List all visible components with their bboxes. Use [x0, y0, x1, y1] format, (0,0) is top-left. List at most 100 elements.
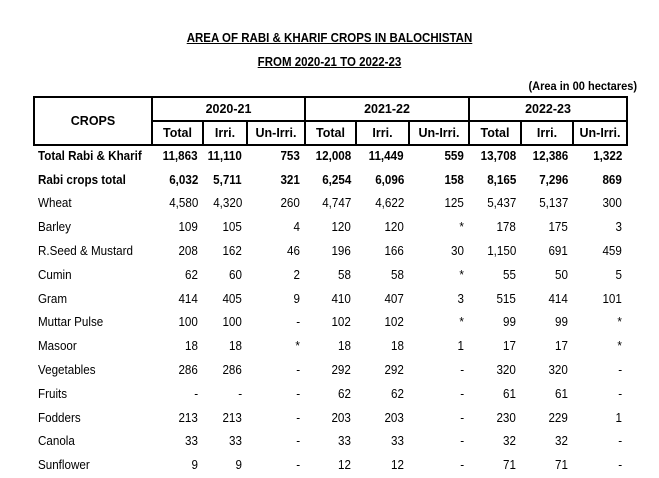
value-cell: 6,032 [168, 172, 198, 187]
value-cell: 4,747 [321, 196, 351, 211]
subheader-cell: Irri. [520, 120, 574, 146]
value-cell: 109 [178, 220, 198, 235]
table-row: Fodders 213 213 - 203 203 - 230 229 1 [33, 406, 626, 430]
value-cell: 414 [178, 291, 198, 306]
value-cell: 515 [496, 291, 516, 306]
value-cell: 102 [331, 315, 351, 330]
table-row: Barley 109 105 4 120 120 * 178 175 3 [33, 215, 626, 239]
value-cell: 6,254 [321, 172, 351, 187]
value-cell: 203 [331, 410, 351, 425]
subheader-cell: Total [151, 120, 204, 146]
value-cell: * [295, 339, 300, 354]
value-cell: 32 [555, 434, 568, 449]
value-cell: 292 [384, 363, 404, 378]
value-cell: 60 [229, 267, 242, 282]
value-cell: - [460, 386, 464, 401]
value-cell: 8,165 [486, 172, 516, 187]
crop-name: Fodders [38, 410, 81, 425]
value-cell: 100 [178, 315, 198, 330]
value-cell: 292 [331, 363, 351, 378]
value-cell: - [296, 363, 300, 378]
value-cell: 4,320 [212, 196, 242, 211]
value-cell: 178 [496, 220, 516, 235]
value-cell: 61 [555, 386, 568, 401]
value-cell: 3 [615, 220, 622, 235]
value-cell: 407 [384, 291, 404, 306]
value-cell: 102 [384, 315, 404, 330]
value-cell: 125 [444, 196, 464, 211]
value-cell: 11,863 [163, 148, 198, 163]
value-cell: 158 [444, 172, 464, 187]
value-cell: 18 [391, 339, 404, 354]
value-cell: - [618, 386, 622, 401]
table-row: Masoor 18 18 * 18 18 1 17 17 * [33, 334, 626, 358]
crop-name: Total Rabi & Kharif [38, 148, 142, 163]
subheader-cell: Un-Irri. [408, 120, 470, 146]
value-cell: 162 [222, 244, 242, 259]
value-cell: * [459, 315, 464, 330]
value-cell: * [617, 315, 622, 330]
value-cell: - [618, 363, 622, 378]
value-cell: 2 [293, 267, 300, 282]
value-cell: 5,437 [486, 196, 516, 211]
value-cell: 33 [185, 434, 198, 449]
value-cell: * [617, 339, 622, 354]
value-cell: - [194, 386, 198, 401]
value-cell: 7,296 [538, 172, 568, 187]
value-cell: 229 [548, 410, 568, 425]
value-cell: 100 [222, 315, 242, 330]
crop-name: Cumin [38, 267, 72, 282]
value-cell: 1 [457, 339, 464, 354]
table-row: Cumin 62 60 2 58 58 * 55 50 5 [33, 263, 626, 287]
value-cell: 405 [222, 291, 242, 306]
value-cell: 33 [338, 434, 351, 449]
value-cell: 62 [391, 386, 404, 401]
value-cell: 1 [615, 410, 622, 425]
value-cell: 300 [602, 196, 622, 211]
unit-note: (Area in 00 hectares) [528, 79, 637, 93]
subheader-cell: Irri. [355, 120, 410, 146]
value-cell: 120 [331, 220, 351, 235]
year-header: 2021-22 [304, 96, 470, 122]
subheader-cell: Un-Irri. [572, 120, 628, 146]
subheader-cell: Total [468, 120, 522, 146]
value-cell: 5 [615, 267, 622, 282]
value-cell: 320 [496, 363, 516, 378]
value-cell: - [460, 363, 464, 378]
value-cell: - [296, 386, 300, 401]
value-cell: 32 [503, 434, 516, 449]
crop-name: Canola [38, 434, 75, 449]
crops-table-body: Total Rabi & Kharif 11,863 11,110 753 12,008… [33, 144, 626, 477]
value-cell: - [618, 458, 622, 473]
value-cell: 120 [384, 220, 404, 235]
value-cell: 4 [293, 220, 300, 235]
value-cell: - [460, 458, 464, 473]
table-row: Canola 33 33 - 33 33 - 32 32 - [33, 430, 626, 454]
value-cell: 58 [391, 267, 404, 282]
table-row: Rabi crops total 6,032 5,711 321 6,254 6,096 1… [33, 168, 626, 192]
crop-name: Muttar Pulse [38, 315, 104, 330]
value-cell: 869 [602, 172, 622, 187]
value-cell: 414 [548, 291, 568, 306]
value-cell: 321 [280, 172, 300, 187]
value-cell: 9 [235, 458, 242, 473]
table-header: CROPS 2020-21 2021-22 2022-23 Total Irri.… [33, 96, 628, 146]
table-row: Wheat 4,580 4,320 260 4,747 4,622 125 5,437 5,13… [33, 192, 626, 216]
value-cell: 61 [503, 386, 516, 401]
value-cell: 3 [457, 291, 464, 306]
value-cell: 105 [222, 220, 242, 235]
value-cell: 71 [555, 458, 568, 473]
value-cell: 99 [555, 315, 568, 330]
table-row: R.Seed & Mustard 208 162 46 196 166 30 1,150 691… [33, 239, 626, 263]
crop-name: Fruits [38, 386, 68, 401]
value-cell: - [296, 315, 300, 330]
value-cell: 62 [185, 267, 198, 282]
table-row: Total Rabi & Kharif 11,863 11,110 753 12,008… [33, 144, 626, 168]
table-row: Gram 414 405 9 410 407 3 515 414 101 [33, 287, 626, 311]
value-cell: 11,449 [369, 148, 404, 163]
value-cell: 5,137 [538, 196, 568, 211]
table-row: Sunflower 9 9 - 12 12 - 71 71 - [33, 453, 626, 477]
value-cell: 33 [229, 434, 242, 449]
value-cell: 320 [548, 363, 568, 378]
value-cell: 17 [555, 339, 568, 354]
